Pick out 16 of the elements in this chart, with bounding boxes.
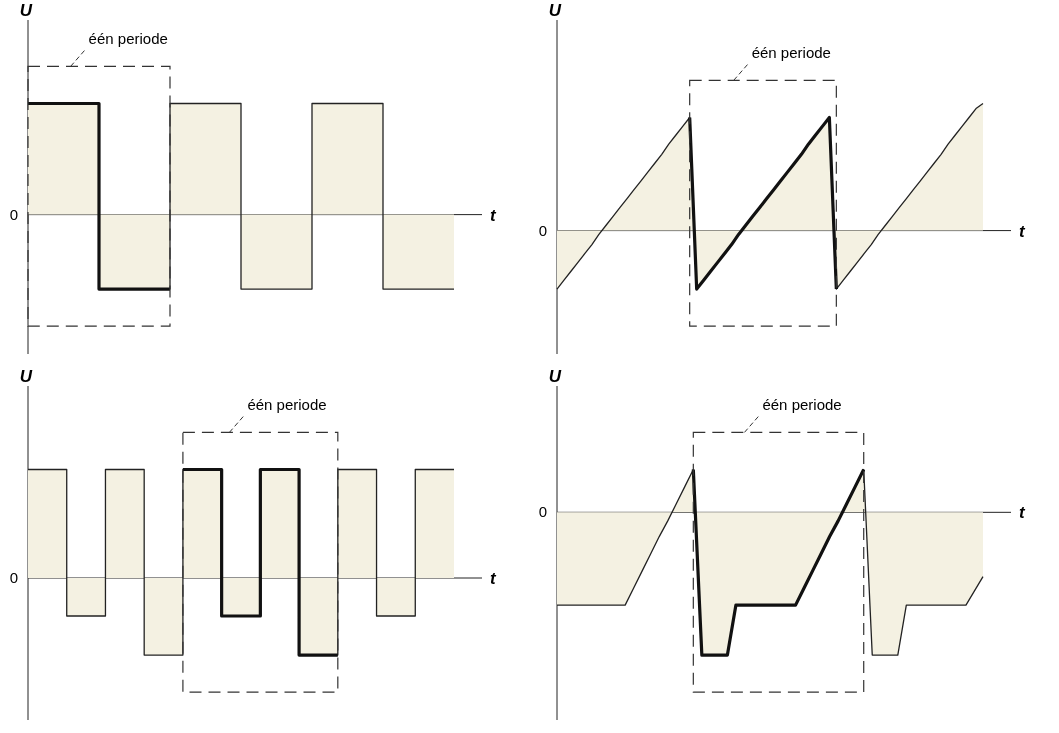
text: één periode bbox=[88, 30, 168, 48]
y-axis-title: U bbox=[19, 367, 33, 386]
x-axis-title: t bbox=[490, 205, 497, 225]
y-axis-title: U bbox=[19, 1, 33, 20]
text: één periode bbox=[751, 44, 831, 62]
text: 0 bbox=[538, 503, 547, 521]
text: 0 bbox=[9, 569, 18, 587]
y-axis-title: U bbox=[548, 367, 562, 386]
x-axis-title: t bbox=[1019, 503, 1026, 523]
text: 0 bbox=[538, 221, 547, 239]
y-axis-title: U bbox=[548, 1, 562, 20]
text: 0 bbox=[9, 205, 18, 223]
text: één periode bbox=[762, 396, 842, 414]
x-axis-title: t bbox=[490, 569, 497, 589]
text: één periode bbox=[247, 396, 327, 414]
x-axis-title: t bbox=[1019, 221, 1026, 241]
